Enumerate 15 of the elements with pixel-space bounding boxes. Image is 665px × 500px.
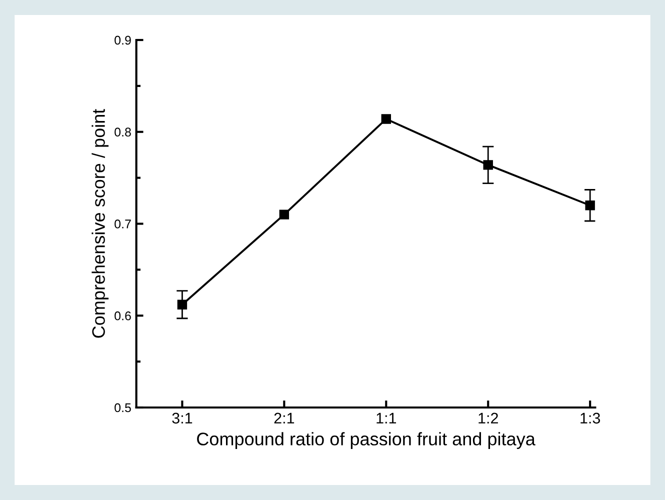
x-tick-label: 1:1 (376, 412, 396, 424)
y-tick-label: 0.6 (114, 311, 131, 320)
x-tick-label: 3:1 (172, 412, 192, 424)
x-tick-label: 1:2 (478, 412, 498, 424)
point (279, 210, 290, 220)
x-tick-label: 2:1 (274, 412, 294, 424)
point (381, 114, 392, 124)
y-tick-label: 0.8 (114, 128, 131, 137)
y-tick-label: 0.7 (114, 220, 131, 228)
y-tick-label: 0.9 (114, 36, 131, 45)
x-tick-label: 1:3 (580, 412, 600, 424)
y-tick-label: 0.5 (114, 403, 131, 412)
y-axis-title: Comprehensive score / point (92, 108, 109, 338)
point (483, 160, 493, 170)
x-axis-title: Compound ratio of passion fruit and pitaya (197, 432, 536, 449)
